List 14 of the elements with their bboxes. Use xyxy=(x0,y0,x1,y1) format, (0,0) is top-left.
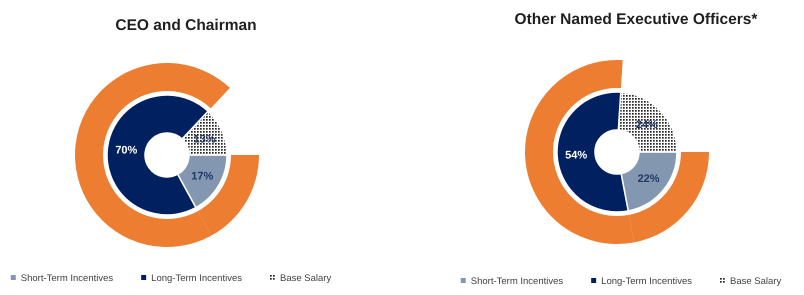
legend-label: Base Salary xyxy=(730,276,782,287)
data-label: 70% xyxy=(115,144,138,157)
legend-label: Base Salary xyxy=(280,273,332,284)
data-label: 22% xyxy=(638,172,660,185)
data-label: 54% xyxy=(565,149,588,162)
data-label: 24% xyxy=(636,118,658,131)
data-label: 17% xyxy=(191,170,214,183)
chart-title: CEO and Chairman xyxy=(115,17,257,34)
data-label: 13% xyxy=(194,134,216,146)
legend-label: Short-Term Incentives xyxy=(20,273,114,284)
legend-label: Long-Term Incentives xyxy=(601,276,692,287)
legend-label: Long-Term Incentives xyxy=(151,273,242,284)
legend-label: Short-Term Incentives xyxy=(470,276,564,287)
chart-title: Other Named Executive Officers* xyxy=(514,11,758,28)
